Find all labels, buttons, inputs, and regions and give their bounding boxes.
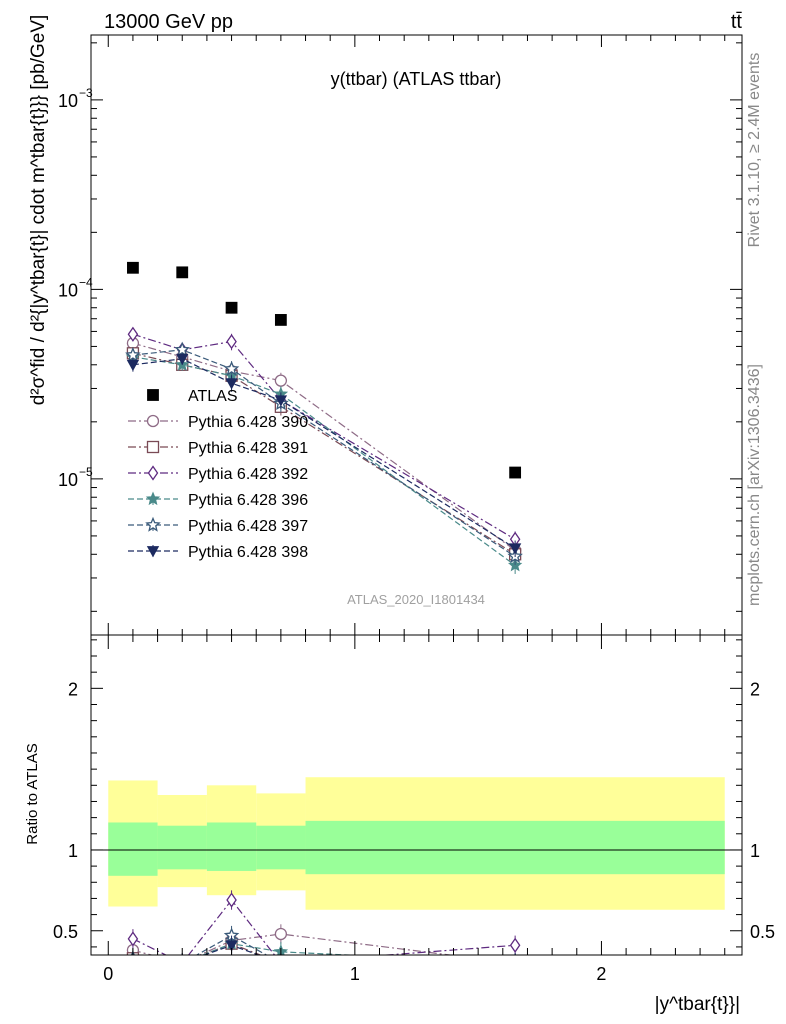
ratio-point: [509, 937, 521, 953]
data-point: [509, 466, 522, 479]
ratio-frame: [90, 634, 743, 956]
data-point: [125, 346, 141, 362]
main-title: y(ttbar) (ATLAS ttbar): [331, 69, 502, 89]
main-y-ticks: 10−510−410−3: [58, 35, 742, 635]
ratio-point: [274, 927, 288, 941]
legend-item: Pythia 6.428 398: [128, 544, 308, 561]
ratio-panel: 0.5 0.5 1 1 2 2 0 1 2 Ratio to ATLAS |y^tbar{t}…: [24, 634, 775, 1015]
uncertainty-band-green: [305, 820, 725, 875]
data-point: [126, 359, 140, 372]
legend-label: Pythia 6.428 391: [188, 440, 308, 457]
legend-item: Pythia 6.428 392: [128, 465, 308, 483]
series-5: [125, 341, 523, 566]
data-point: [508, 543, 522, 555]
main-y-axis-label: d²σ^fid / d²{|y^tbar{t}| cdot m^tbar{t}}…: [28, 15, 49, 406]
header-right: tt̄: [731, 11, 743, 33]
legend-item: Pythia 6.428 390: [128, 414, 308, 431]
y-tick-exponent: −4: [79, 275, 93, 289]
main-panel: 10−510−410−3 y(ttbar) (ATLAS ttbar) ATLA…: [28, 15, 743, 636]
legend-label: Pythia 6.428 392: [188, 466, 308, 483]
data-point: [274, 395, 288, 407]
uncertainty-band-green: [108, 822, 158, 876]
legend-marker: [147, 389, 159, 401]
ratio-series-2: [127, 890, 521, 955]
watermark: ATLAS_2020_I1801434: [347, 592, 485, 607]
ratio-y-axis-label: Ratio to ATLAS: [24, 743, 41, 844]
x-tick-label: 2: [596, 964, 606, 984]
data-point: [223, 360, 240, 376]
y-tick-exponent: −5: [79, 465, 93, 479]
y-tick-exponent: −3: [79, 86, 93, 100]
data-point: [176, 353, 189, 366]
rivet-label: Rivet 3.1.10, ≥ 2.4M events: [746, 53, 763, 248]
legend-marker: [147, 465, 159, 481]
x-ticks: 0 1 2: [103, 635, 726, 984]
y-tick-label: 10: [58, 280, 78, 300]
x-tick-label: 1: [350, 964, 360, 984]
legend: ATLAS Pythia 6.428 390 Pythia 6.428 391 Pyt…: [128, 388, 308, 561]
series-6: [126, 353, 522, 558]
uncertainty-band-green: [157, 825, 207, 870]
mcplots-label: mcplots.cern.ch [arXiv:1306.3436]: [746, 364, 763, 606]
y-tick-label: 10: [58, 470, 78, 490]
legend-item: Pythia 6.428 391: [128, 440, 308, 457]
ratio-point: [226, 892, 237, 908]
legend-marker: [146, 414, 160, 428]
legend-label: Pythia 6.428 398: [188, 544, 308, 561]
legend-label: Pythia 6.428 396: [188, 492, 308, 509]
x-axis-label: |y^tbar{t}}|: [655, 994, 740, 1015]
data-point: [274, 314, 287, 326]
data-point: [225, 378, 238, 390]
data-point: [226, 333, 237, 350]
legend-label: Pythia 6.428 390: [188, 414, 308, 431]
ratio-y-tick-label-right: 1: [750, 841, 760, 861]
ratio-y-tick-label: 2: [68, 679, 78, 699]
ratio-point: [225, 940, 238, 952]
uncertainty-band-green: [256, 825, 306, 870]
legend-item: Pythia 6.428 396: [128, 491, 308, 509]
legend-marker: [145, 516, 161, 532]
ratio-y-ticks: 0.5 0.5 1 1 2 2: [53, 639, 775, 948]
legend-item: Pythia 6.428 397: [128, 516, 308, 535]
legend-marker: [145, 491, 161, 506]
data-point: [127, 326, 139, 342]
data-point: [225, 301, 238, 314]
data-point: [127, 261, 139, 274]
series-0: [127, 261, 522, 479]
data-point: [174, 341, 190, 357]
legend-item: ATLAS: [147, 388, 238, 405]
legend-label: Pythia 6.428 397: [188, 518, 308, 535]
ratio-y-tick-label: 1: [68, 841, 78, 861]
uncertainty-band-green: [206, 822, 257, 871]
y-tick-label: 10: [58, 91, 78, 111]
data-point: [176, 266, 189, 279]
main-data-layer: [125, 261, 523, 574]
ratio-y-tick-label: 0.5: [53, 922, 78, 942]
ratio-y-tick-label-right: 2: [750, 679, 760, 699]
data-point: [274, 374, 288, 387]
ratio-point: [127, 931, 139, 947]
legend-marker: [146, 440, 160, 454]
ratio-bands: [91, 777, 742, 910]
x-tick-label: 0: [103, 964, 113, 984]
legend-marker: [146, 546, 160, 558]
ratio-y-tick-label-right: 0.5: [750, 922, 775, 942]
legend-label: ATLAS: [188, 388, 238, 405]
header-left: 13000 GeV pp: [104, 11, 233, 33]
